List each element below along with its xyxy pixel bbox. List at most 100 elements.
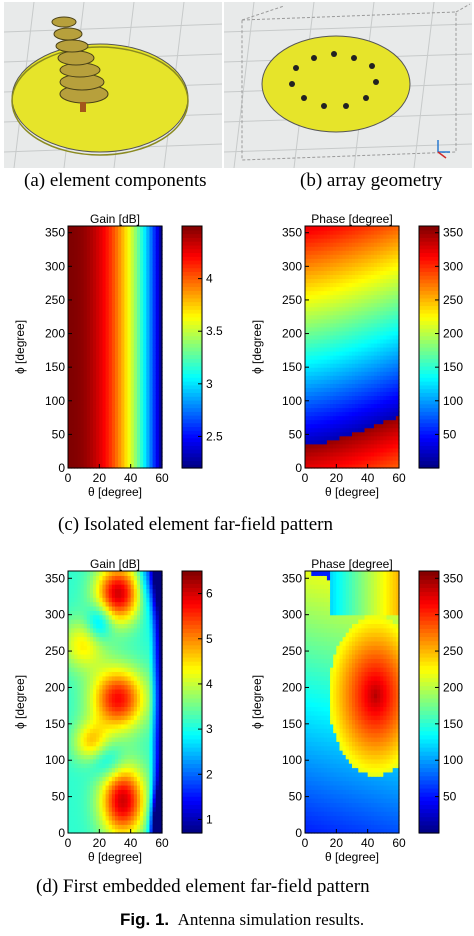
heatmap-cell (152, 347, 157, 352)
heatmap-cell (74, 230, 78, 235)
heatmap-cell (323, 451, 328, 457)
heatmap-cell (89, 767, 94, 773)
heatmap-cell (102, 447, 107, 453)
heatmap-cell (383, 242, 388, 247)
heatmap-cell (308, 403, 312, 409)
heatmap-cell (348, 278, 353, 284)
heatmap-cell (149, 427, 154, 433)
heatmap-cell (111, 632, 116, 638)
heatmap-cell (345, 411, 350, 417)
heatmap-cell (86, 447, 91, 453)
heatmap-cell (83, 754, 88, 760)
heatmap-cell (380, 282, 384, 288)
heatmap-cell (68, 710, 72, 716)
heatmap-cell (149, 375, 154, 380)
heatmap-cell (111, 824, 116, 830)
heatmap-cell (105, 649, 110, 655)
heatmap-cell (83, 314, 88, 320)
heatmap-cell (361, 367, 366, 372)
heatmap-cell (348, 286, 353, 292)
heatmap-cell (377, 375, 381, 380)
heatmap-cell (105, 347, 110, 352)
heatmap-cell (74, 286, 78, 292)
heatmap-cell (96, 723, 100, 729)
heatmap-cell (74, 811, 78, 817)
heatmap-cell (124, 411, 129, 417)
heatmap-cell (111, 359, 116, 364)
heatmap-cell (146, 435, 151, 441)
colorbar-step (182, 248, 202, 254)
heatmap-cell (358, 298, 362, 304)
heatmap-cell (71, 640, 75, 646)
heatmap-cell (74, 627, 78, 633)
heatmap-cell (339, 395, 344, 401)
heatmap-cell (395, 266, 400, 271)
heatmap-cell (336, 387, 341, 392)
heatmap-cell (118, 282, 122, 288)
heatmap-cell (105, 395, 110, 401)
heatmap-cell (133, 310, 138, 316)
heatmap-cell (345, 226, 350, 231)
heatmap-cell (111, 383, 116, 388)
heatmap-cell (317, 355, 322, 360)
heatmap-cell (121, 710, 125, 716)
heatmap-cell (146, 351, 151, 356)
heatmap-cell (155, 387, 160, 392)
heatmap-cell (370, 334, 375, 340)
heatmap-cell (389, 427, 394, 433)
heatmap-cell (345, 371, 350, 376)
heatmap-cell (105, 723, 110, 729)
heatmap-cell (364, 250, 369, 255)
heatmap-cell (320, 415, 325, 421)
heatmap-cell (108, 419, 113, 425)
heatmap-cell (68, 399, 72, 405)
heatmap-cell (130, 234, 135, 239)
colorbar-step (182, 365, 202, 371)
heatmap-cell (111, 719, 116, 725)
heatmap-cell (96, 270, 100, 275)
heatmap-cell (373, 407, 378, 413)
heatmap-cell (326, 294, 331, 300)
heatmap-cell (99, 330, 104, 336)
heatmap-cell (314, 375, 319, 380)
heatmap-cell (108, 693, 113, 699)
heatmap-cell (105, 238, 110, 243)
colorbar-step (182, 343, 202, 348)
heatmap-cell (143, 250, 147, 255)
heatmap-cell (121, 258, 125, 263)
heatmap-cell (355, 463, 359, 469)
heatmap-cell (124, 298, 129, 304)
heatmap-cell (342, 359, 347, 364)
heatmap-cell (108, 627, 113, 633)
heatmap-cell (326, 407, 331, 413)
heatmap-cell (333, 455, 337, 461)
heatmap-cell (71, 614, 75, 620)
heatmap-cell (68, 693, 72, 699)
heatmap-cell (330, 294, 334, 300)
heatmap-cell (111, 411, 116, 417)
heatmap-cell (130, 270, 135, 275)
heatmap-cell (99, 254, 104, 259)
heatmap-cell (311, 234, 315, 239)
heatmap-cell (333, 274, 337, 280)
heatmap-cell (339, 415, 344, 421)
heatmap-cell (133, 282, 138, 288)
heatmap-cell (121, 614, 125, 620)
heatmap-cell (373, 238, 378, 243)
heatmap-cell (102, 605, 107, 611)
heatmap-cell (305, 347, 309, 352)
heatmap-cell (102, 403, 107, 409)
heatmap-cell (323, 431, 328, 437)
x-tick-label: 40 (124, 471, 138, 485)
heatmap-cell (89, 736, 94, 742)
heatmap-cell (111, 439, 116, 445)
heatmap-cell (86, 342, 91, 348)
heatmap-cell (140, 326, 144, 332)
heatmap-cell (71, 715, 75, 721)
colorbar-step (419, 362, 439, 367)
heatmap-cell (130, 395, 135, 401)
heatmap-cell (158, 230, 163, 235)
heatmap-cell (77, 614, 82, 620)
heatmap-cell (149, 238, 154, 243)
heatmap-cell (130, 387, 135, 392)
